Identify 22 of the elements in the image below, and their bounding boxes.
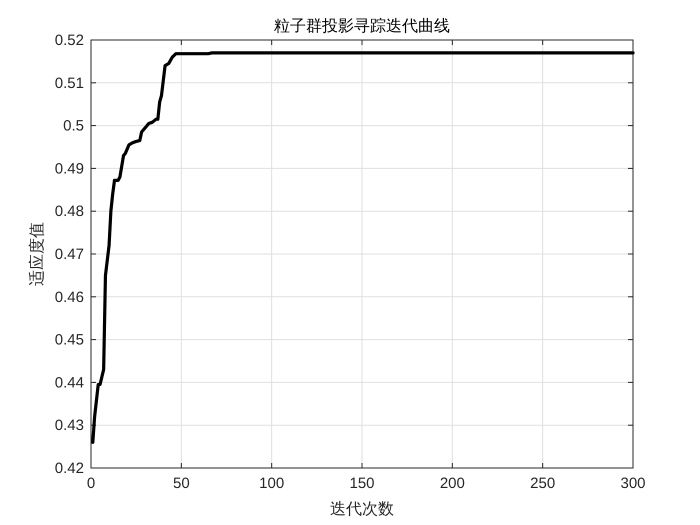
x-tick-label: 0 <box>86 475 96 492</box>
y-tick-label: 0.42 <box>54 460 84 477</box>
y-tick-label: 0.44 <box>54 374 84 392</box>
y-tick-label: 0.52 <box>54 32 84 49</box>
y-tick-label: 0.43 <box>54 417 84 434</box>
y-tick-label: 0.48 <box>54 203 84 220</box>
x-tick-label: 250 <box>530 475 556 492</box>
x-tick-label: 50 <box>172 475 190 492</box>
x-axis-title: 迭代次数 <box>330 499 394 518</box>
y-tick-label: 0.5 <box>63 118 84 135</box>
line-series <box>91 51 635 444</box>
x-tick-label: 100 <box>259 475 284 492</box>
y-axis-title: 适应度值 <box>27 222 46 286</box>
x-tick-label: 150 <box>349 475 375 492</box>
y-tick-label: 0.51 <box>54 74 84 92</box>
y-tick-label: 0.47 <box>54 246 84 263</box>
y-tick-label: 0.49 <box>54 160 84 178</box>
y-tick-label: 0.46 <box>54 288 84 306</box>
x-tick-label: 200 <box>440 475 465 492</box>
x-tick-label: 300 <box>620 475 646 492</box>
chart-title: 粒子群投影寻踪迭代曲线 <box>274 16 450 35</box>
y-tick-label: 0.45 <box>54 332 84 349</box>
